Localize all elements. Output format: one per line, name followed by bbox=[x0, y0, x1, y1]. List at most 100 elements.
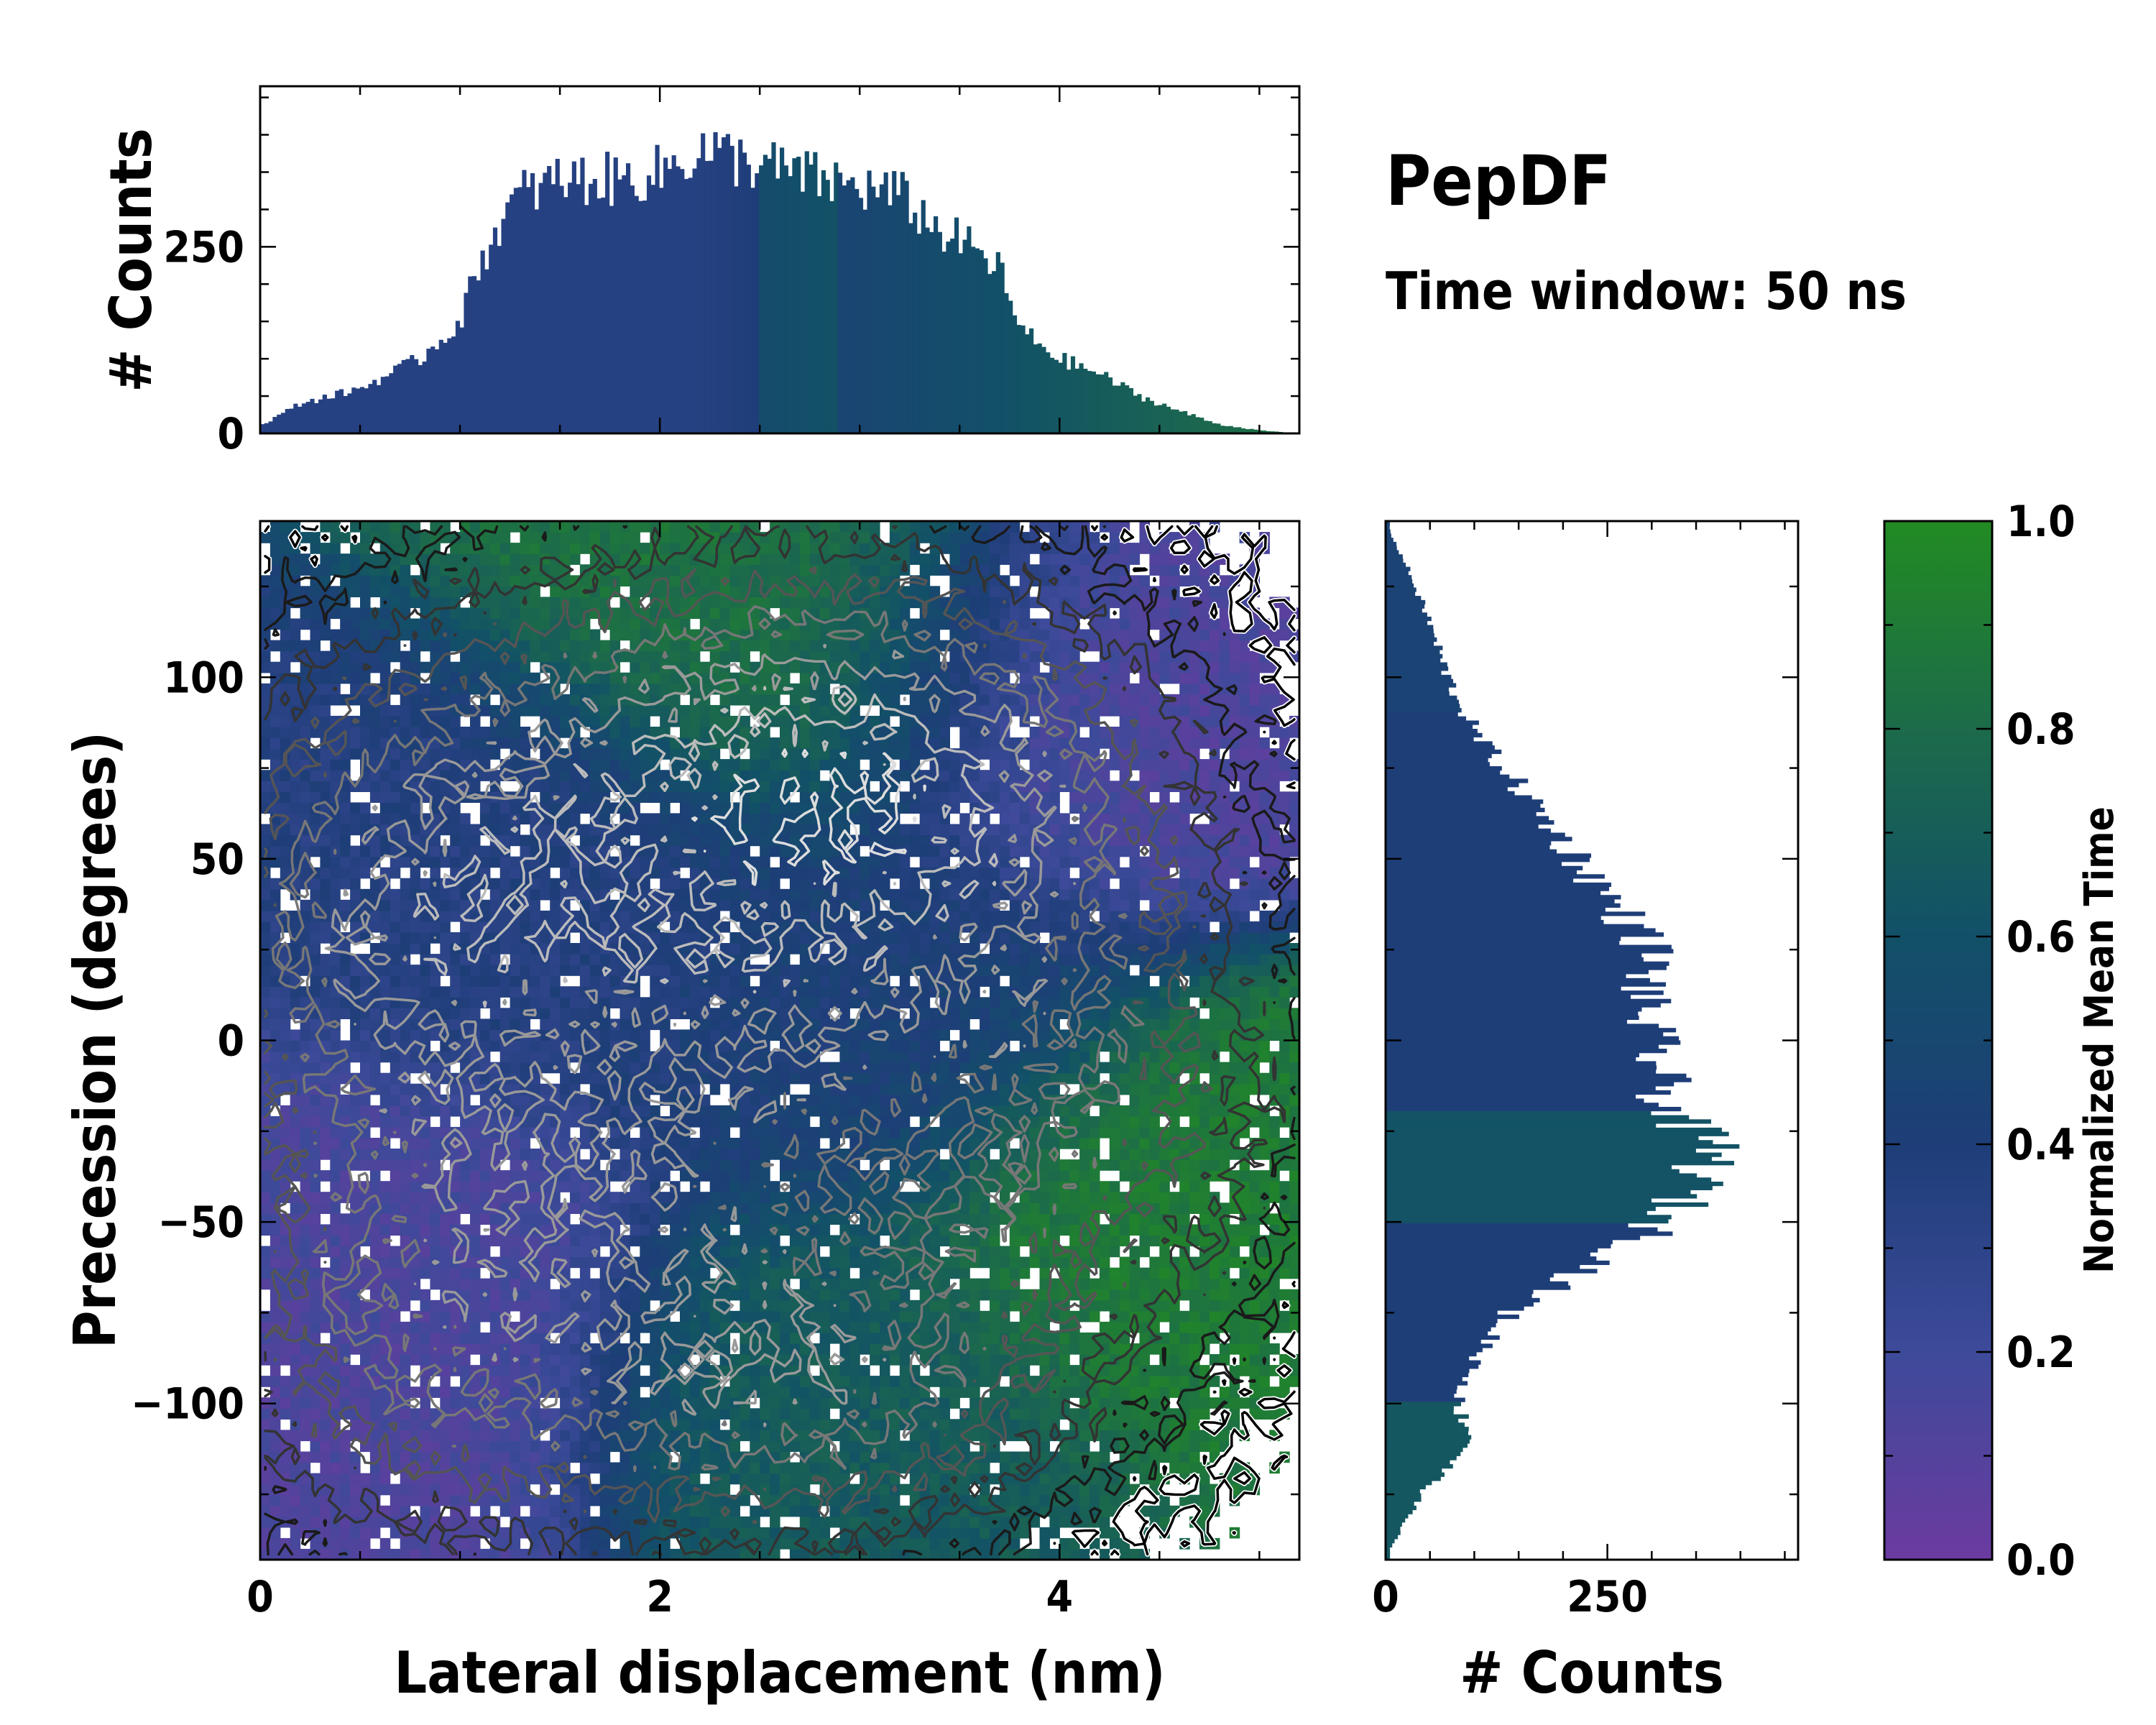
heatmap-cell bbox=[360, 1386, 371, 1398]
heatmap-cell bbox=[350, 1386, 361, 1398]
heatmap-cell bbox=[599, 1537, 611, 1550]
heatmap-cell bbox=[290, 1040, 301, 1052]
heatmap-cell bbox=[789, 1505, 801, 1517]
heatmap-cell bbox=[1099, 1267, 1110, 1279]
heatmap-cell bbox=[860, 1094, 870, 1106]
heatmap-cell bbox=[1149, 1278, 1160, 1290]
heatmap-cell bbox=[770, 1516, 780, 1528]
heatmap-cell bbox=[1019, 1451, 1031, 1463]
heatmap-cell bbox=[470, 1213, 481, 1225]
heatmap-cell bbox=[410, 1537, 421, 1550]
heatmap-cell bbox=[390, 1170, 401, 1182]
heatmap-cell bbox=[579, 1181, 591, 1192]
heatmap-cell bbox=[1199, 1051, 1210, 1063]
heatmap-cell bbox=[839, 1116, 850, 1128]
heatmap-cell bbox=[939, 1300, 950, 1312]
heatmap-cell bbox=[839, 1451, 850, 1463]
heatmap-cell bbox=[929, 1408, 941, 1420]
heatmap-cell bbox=[530, 1181, 540, 1192]
heatmap-cell bbox=[880, 1300, 890, 1312]
heatmap-cell bbox=[1139, 1451, 1150, 1463]
heatmap-cell bbox=[379, 1246, 391, 1258]
heatmap-cell bbox=[300, 1343, 311, 1355]
heatmap-cell bbox=[320, 1126, 331, 1138]
heatmap-cell bbox=[699, 1029, 711, 1041]
heatmap-cell bbox=[1159, 1310, 1170, 1322]
heatmap-cell bbox=[420, 1246, 430, 1258]
heatmap-cell bbox=[320, 1430, 331, 1442]
heatmap-cell bbox=[520, 1126, 530, 1138]
heatmap-cell bbox=[260, 1484, 271, 1496]
heatmap-cell bbox=[770, 1278, 780, 1290]
heatmap-cell bbox=[969, 1235, 980, 1247]
heatmap-cell bbox=[1059, 1224, 1070, 1236]
heatmap-cell bbox=[870, 1278, 880, 1290]
heatmap-cell bbox=[1239, 1267, 1250, 1279]
heatmap-cell bbox=[330, 1246, 341, 1258]
heatmap-cell bbox=[670, 1548, 681, 1560]
heatmap-cell bbox=[780, 1062, 791, 1074]
heatmap-cell bbox=[630, 1310, 640, 1322]
heatmap-cell bbox=[909, 1105, 921, 1117]
heatmap-cell bbox=[990, 1310, 1000, 1322]
heatmap-cell bbox=[889, 1386, 900, 1398]
heatmap-cell bbox=[640, 1440, 650, 1453]
heatmap-cell bbox=[420, 1419, 430, 1430]
heatmap-cell bbox=[290, 1094, 301, 1106]
heatmap-cell bbox=[499, 1062, 511, 1074]
heatmap-cell bbox=[410, 1159, 421, 1171]
heatmap-cell bbox=[499, 1386, 511, 1398]
heatmap-cell bbox=[320, 1029, 331, 1041]
heatmap-cell bbox=[300, 1300, 311, 1312]
heatmap-cell bbox=[310, 1213, 321, 1225]
heatmap-cell bbox=[909, 1192, 921, 1203]
heatmap-cell bbox=[740, 1213, 750, 1225]
heatmap-cell bbox=[300, 1494, 311, 1506]
heatmap-cell bbox=[1149, 1386, 1160, 1398]
top-histogram-bar bbox=[380, 377, 385, 433]
heatmap-cell bbox=[450, 1397, 461, 1409]
heatmap-cell bbox=[699, 1126, 711, 1138]
heatmap-cell bbox=[740, 1430, 750, 1442]
heatmap-cell bbox=[579, 1376, 591, 1387]
heatmap-cell bbox=[489, 1040, 501, 1052]
heatmap-cell bbox=[1099, 1548, 1110, 1560]
heatmap-cell bbox=[599, 1397, 611, 1409]
heatmap-cell bbox=[489, 1462, 501, 1474]
heatmap-cell bbox=[350, 1494, 361, 1506]
heatmap-cell bbox=[680, 1462, 691, 1474]
heatmap-cell bbox=[1289, 1170, 1299, 1182]
heatmap-cell bbox=[420, 1440, 430, 1453]
heatmap-cell bbox=[360, 1018, 371, 1031]
heatmap-cell bbox=[1059, 1159, 1070, 1171]
heatmap-cell bbox=[470, 1332, 481, 1344]
heatmap-cell bbox=[839, 1094, 850, 1106]
heatmap-cell bbox=[420, 1300, 430, 1312]
heatmap-cell bbox=[729, 1516, 740, 1528]
heatmap-cell bbox=[969, 1430, 980, 1442]
heatmap-cell bbox=[440, 1516, 451, 1528]
heatmap-cell bbox=[599, 1149, 611, 1160]
heatmap-cell bbox=[849, 1365, 860, 1376]
heatmap-cell bbox=[330, 1537, 341, 1550]
heatmap-cell bbox=[719, 1397, 731, 1409]
heatmap-cell bbox=[1189, 1138, 1200, 1149]
heatmap-cell bbox=[1149, 1408, 1160, 1420]
heatmap-cell bbox=[379, 1029, 391, 1041]
heatmap-cell bbox=[699, 1527, 711, 1539]
heatmap-cell bbox=[499, 1246, 511, 1258]
heatmap-cell bbox=[880, 1365, 890, 1376]
heatmap-cell bbox=[1069, 1138, 1080, 1149]
heatmap-cell bbox=[959, 1321, 970, 1333]
heatmap-cell bbox=[1159, 1083, 1170, 1095]
heatmap-cell bbox=[450, 1516, 461, 1528]
heatmap-cell bbox=[939, 1440, 950, 1453]
top-histogram-bar bbox=[655, 144, 660, 433]
heatmap-cell bbox=[999, 1105, 1010, 1117]
heatmap-cell bbox=[1249, 1202, 1260, 1214]
heatmap-cell bbox=[420, 1213, 430, 1225]
top-histogram-bar bbox=[443, 342, 448, 433]
top-histogram-bar bbox=[742, 152, 747, 433]
heatmap-cell bbox=[410, 1408, 421, 1420]
heatmap-cell bbox=[1039, 1354, 1050, 1366]
